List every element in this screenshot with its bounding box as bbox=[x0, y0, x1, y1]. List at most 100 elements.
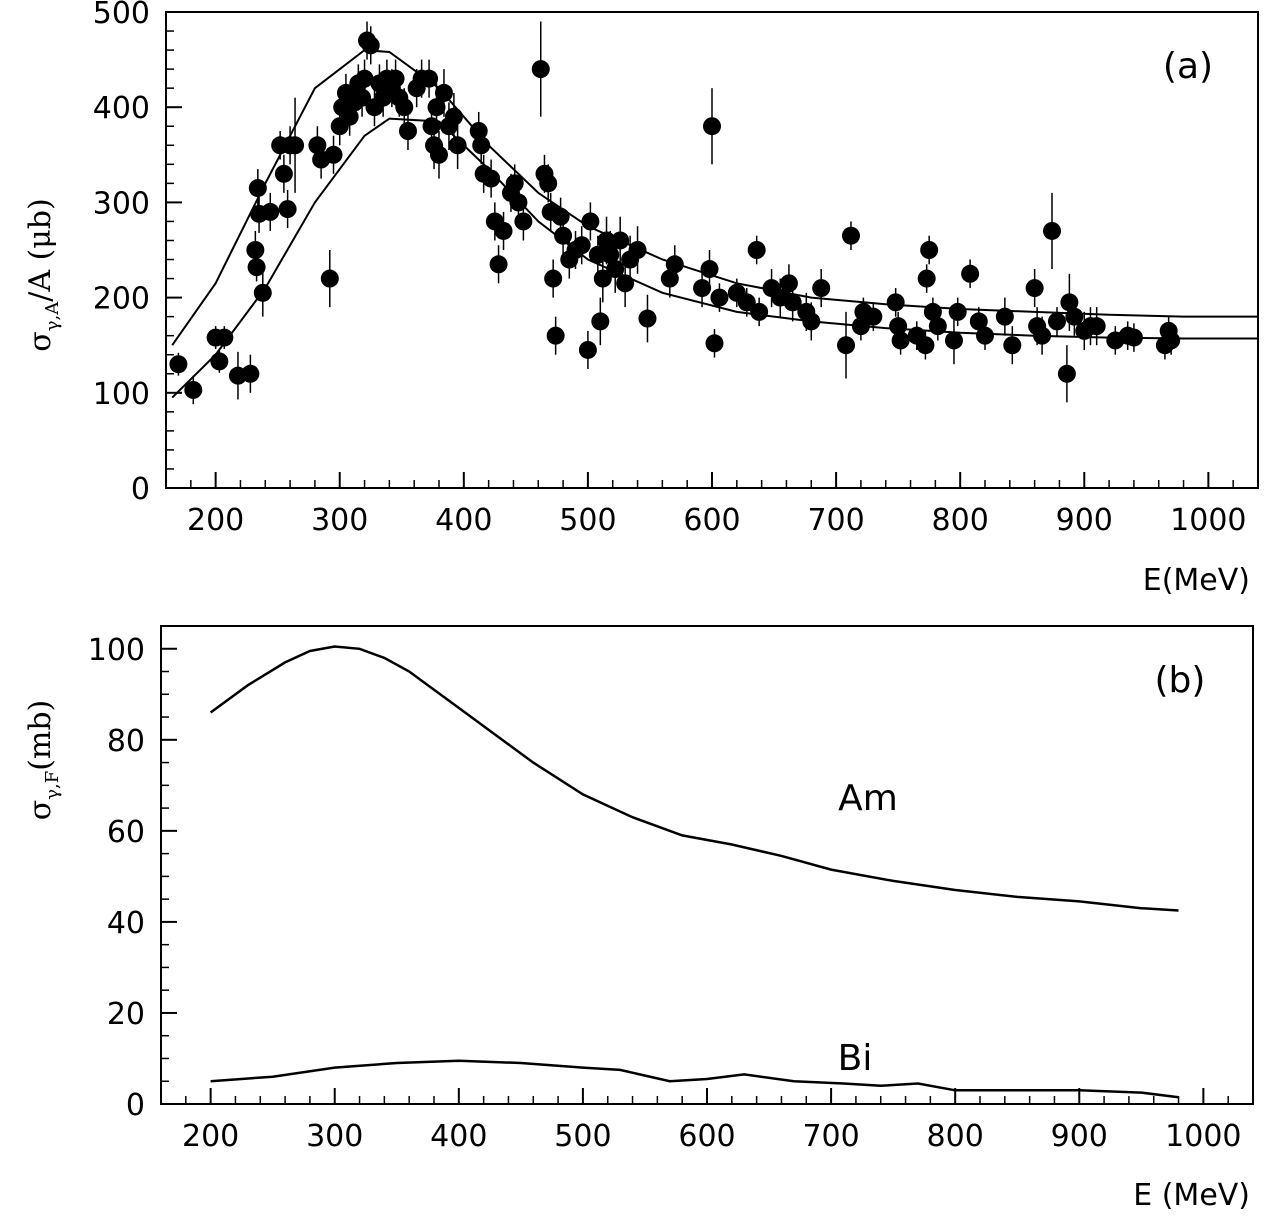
panel-a-ticks bbox=[165, 11, 1259, 489]
data-point bbox=[928, 317, 947, 336]
panel-a-x-tick-labels: 200 300 400 500 600 700 800 900 1000 bbox=[187, 503, 1247, 538]
data-point bbox=[430, 145, 448, 164]
data-point bbox=[1057, 364, 1076, 383]
data-point bbox=[422, 117, 441, 136]
series-label-am: Am bbox=[838, 778, 898, 819]
chart_data_0-y-tick-label: 0 bbox=[131, 472, 150, 507]
data-point bbox=[241, 364, 260, 383]
data-point bbox=[851, 317, 870, 336]
data-point bbox=[324, 145, 343, 164]
data-point bbox=[215, 328, 234, 347]
chart_data_1-x-tick-label: 1000 bbox=[1165, 1119, 1241, 1154]
data-point bbox=[420, 69, 439, 88]
panel-a: 200 300 400 500 600 700 800 900 1000 0 100 200 300 4… bbox=[23, 0, 1259, 598]
data-point bbox=[705, 334, 724, 353]
data-point bbox=[210, 352, 229, 371]
data-point bbox=[320, 269, 339, 288]
data-point bbox=[514, 212, 533, 231]
data-point bbox=[616, 274, 635, 293]
data-point bbox=[398, 122, 417, 140]
data-point bbox=[278, 200, 297, 219]
chart_data_0-x-tick-label: 300 bbox=[311, 503, 368, 538]
chart_data_1-x-tick-label: 700 bbox=[802, 1119, 859, 1154]
data-point bbox=[448, 136, 467, 155]
data-point bbox=[747, 241, 766, 259]
data-point bbox=[427, 98, 446, 117]
data-point bbox=[1162, 331, 1181, 350]
data-point bbox=[509, 193, 528, 212]
data-point bbox=[976, 326, 994, 345]
data-point bbox=[700, 260, 719, 279]
data-point bbox=[539, 174, 558, 193]
data-point bbox=[889, 317, 908, 336]
series-label-bi: Bi bbox=[838, 1038, 873, 1079]
panel-b-tag: (b) bbox=[1155, 660, 1206, 701]
data-point bbox=[546, 326, 565, 345]
data-point bbox=[554, 226, 573, 245]
data-point bbox=[261, 202, 280, 221]
data-point bbox=[779, 274, 798, 293]
data-point bbox=[1043, 221, 1062, 240]
data-point bbox=[469, 122, 488, 140]
data-point bbox=[253, 283, 272, 302]
data-point bbox=[1124, 328, 1143, 347]
data-point bbox=[703, 117, 721, 136]
data-point bbox=[355, 69, 374, 88]
chart_data_1-x-tick-label: 900 bbox=[1051, 1119, 1108, 1154]
panel-b-frame bbox=[160, 625, 1254, 1105]
data-point bbox=[1047, 312, 1066, 331]
data-point bbox=[611, 231, 630, 250]
data-point bbox=[593, 269, 612, 288]
panel-a-tag: (a) bbox=[1163, 46, 1213, 87]
data-point bbox=[1065, 307, 1084, 326]
data-point bbox=[597, 231, 616, 250]
chart_data_1-x-tick-label: 500 bbox=[554, 1119, 611, 1154]
chart_data_0-x-tick-label: 900 bbox=[1056, 503, 1113, 538]
data-point bbox=[948, 302, 967, 321]
data-point bbox=[628, 241, 647, 259]
data-point bbox=[274, 164, 293, 183]
chart_data_0-y-tick-label: 200 bbox=[93, 282, 150, 317]
data-point bbox=[837, 336, 856, 355]
chart_data_1-y-tick-label: 100 bbox=[88, 633, 145, 668]
chart_data_1-y-tick-label: 0 bbox=[126, 1088, 145, 1123]
chart_data_0-x-tick-label: 800 bbox=[932, 503, 989, 538]
data-point bbox=[386, 69, 405, 88]
data-point bbox=[472, 136, 491, 155]
chart_data_1-x-tick-label: 600 bbox=[678, 1119, 735, 1154]
chart_data_1-y-tick-label: 40 bbox=[107, 906, 145, 941]
series-line-am bbox=[209, 645, 1179, 912]
panel-b-y-axis-title: σγ,F(mb) bbox=[23, 700, 63, 821]
data-point bbox=[917, 269, 936, 288]
chart_data_1-y-tick-label: 20 bbox=[107, 997, 145, 1032]
chart_data_0-x-tick-label: 400 bbox=[435, 503, 492, 538]
data-point bbox=[444, 107, 463, 126]
data-point bbox=[638, 309, 657, 328]
data-point bbox=[737, 293, 756, 312]
data-point bbox=[551, 207, 570, 226]
data-point bbox=[1087, 317, 1106, 336]
panel-b-x-axis-title: E (MeV) bbox=[1133, 1178, 1250, 1213]
data-point bbox=[489, 255, 508, 274]
data-point bbox=[944, 331, 963, 350]
data-point bbox=[169, 355, 188, 374]
data-point bbox=[434, 83, 453, 102]
panel-b-lines bbox=[209, 645, 1179, 1099]
data-point bbox=[783, 293, 802, 312]
chart_data_0-x-tick-label: 700 bbox=[807, 503, 864, 538]
panel-b-y-tick-labels: 0 20 40 60 80 100 bbox=[88, 633, 145, 1123]
data-point bbox=[864, 307, 883, 326]
chart_data_1-y-tick-label: 80 bbox=[107, 724, 145, 759]
series-line-bi bbox=[210, 1059, 1179, 1099]
data-point bbox=[891, 331, 910, 350]
chart_data_1-x-tick-label: 200 bbox=[182, 1119, 239, 1154]
data-point bbox=[693, 279, 712, 298]
data-point bbox=[995, 307, 1014, 326]
panel-b-x-tick-labels: 200 300 400 500 600 700 800 900 1000 bbox=[182, 1119, 1242, 1154]
chart_data_0-y-tick-label: 500 bbox=[93, 0, 150, 31]
panel-a-points bbox=[169, 21, 1181, 405]
chart_data_0-x-tick-label: 200 bbox=[187, 503, 244, 538]
data-point bbox=[308, 136, 327, 155]
data-point bbox=[286, 136, 305, 155]
